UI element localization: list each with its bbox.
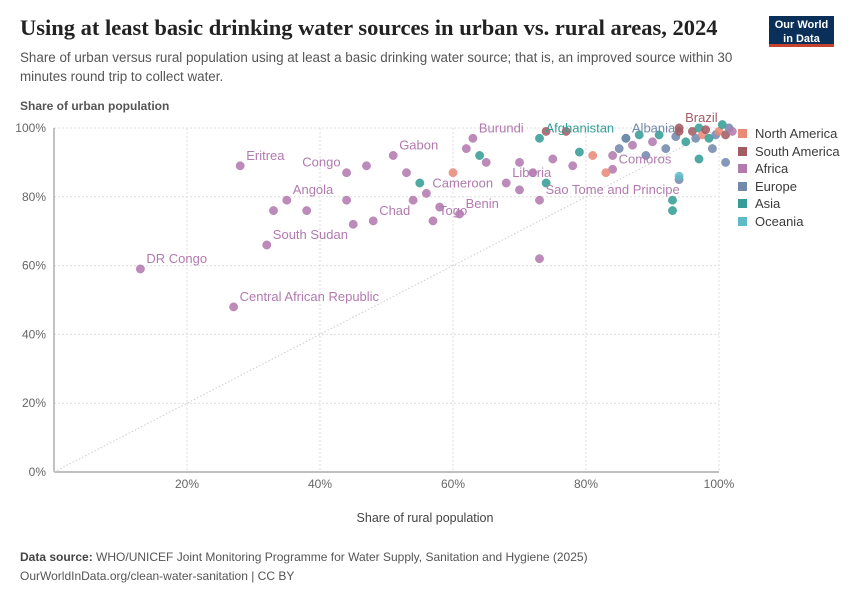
svg-text:Liberia: Liberia xyxy=(512,165,552,180)
svg-text:Cameroon: Cameroon xyxy=(432,175,493,190)
svg-text:80%: 80% xyxy=(22,190,46,204)
svg-text:South Sudan: South Sudan xyxy=(273,227,348,242)
svg-text:Togo: Togo xyxy=(439,203,467,218)
svg-text:Comoros: Comoros xyxy=(619,151,672,166)
svg-text:Angola: Angola xyxy=(293,182,334,197)
svg-text:40%: 40% xyxy=(308,477,332,491)
svg-text:60%: 60% xyxy=(441,477,465,491)
svg-text:80%: 80% xyxy=(574,477,598,491)
svg-text:Burundi: Burundi xyxy=(479,120,524,135)
svg-text:Central African Republic: Central African Republic xyxy=(240,289,380,304)
svg-text:Albania: Albania xyxy=(632,120,676,135)
svg-text:Afghanistan: Afghanistan xyxy=(546,120,615,135)
svg-text:40%: 40% xyxy=(22,327,46,341)
svg-text:Gabon: Gabon xyxy=(399,138,438,153)
svg-text:20%: 20% xyxy=(22,396,46,410)
svg-text:0%: 0% xyxy=(29,465,47,479)
svg-text:100%: 100% xyxy=(704,477,735,491)
svg-text:DR Congo: DR Congo xyxy=(146,251,207,266)
svg-text:Chad: Chad xyxy=(379,203,410,218)
svg-text:Brazil: Brazil xyxy=(685,110,718,125)
svg-text:100%: 100% xyxy=(15,121,46,135)
svg-text:60%: 60% xyxy=(22,259,46,273)
svg-text:Congo: Congo xyxy=(302,155,340,170)
svg-text:20%: 20% xyxy=(175,477,199,491)
svg-text:Sao Tome and Principe: Sao Tome and Principe xyxy=(546,182,680,197)
svg-text:Eritrea: Eritrea xyxy=(246,148,285,163)
svg-text:Benin: Benin xyxy=(466,196,499,211)
